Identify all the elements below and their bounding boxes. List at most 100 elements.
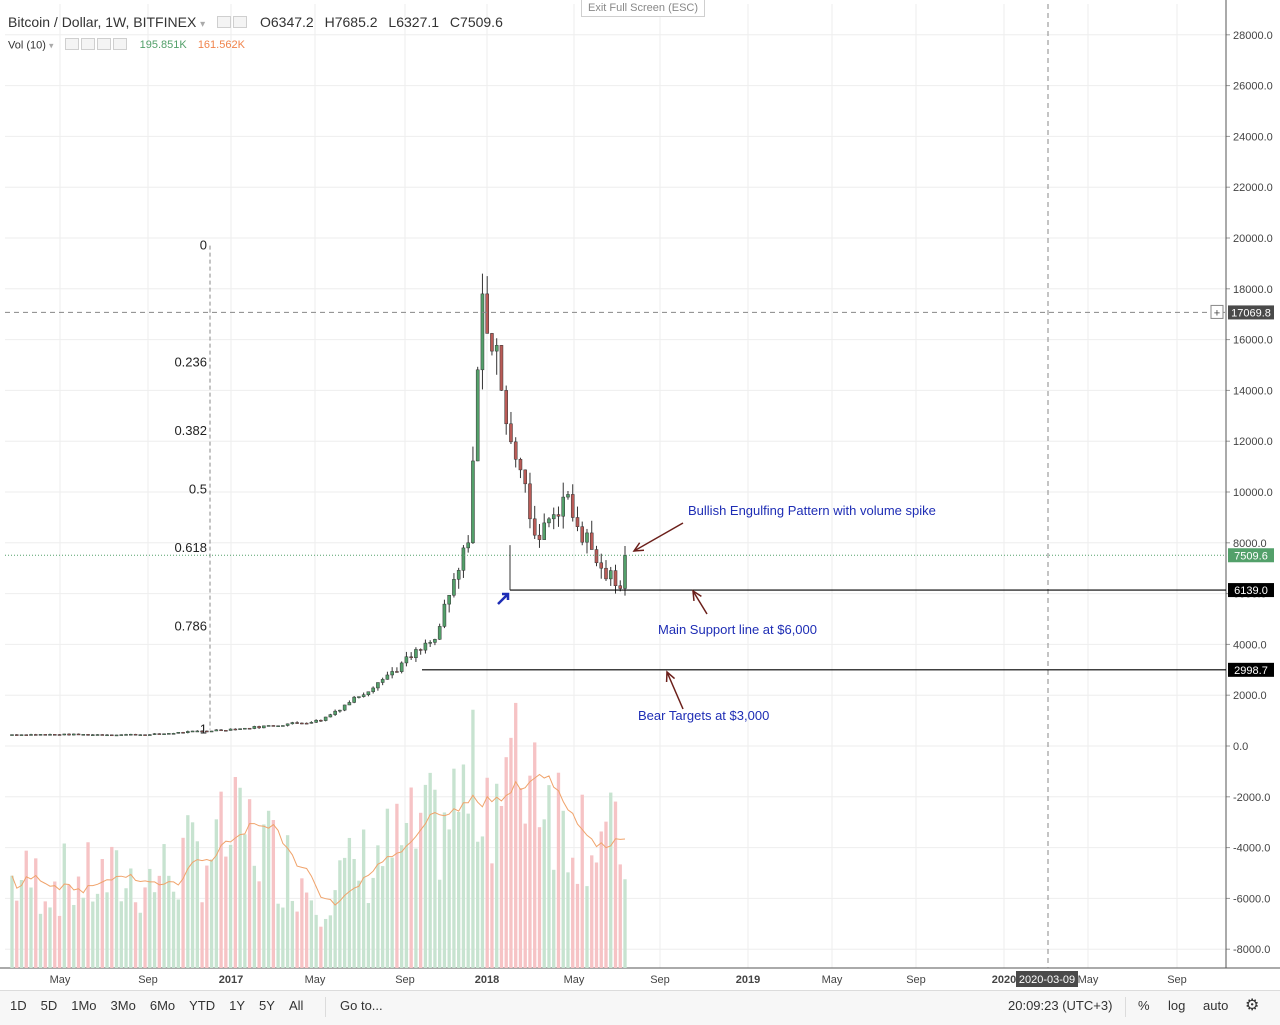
candle-body [38,734,43,736]
candle-body [138,734,143,736]
candle-body [623,555,627,589]
price-label-bear: 2998.7 [1234,665,1268,677]
close-icon[interactable] [112,38,127,50]
volume-bar [129,868,133,968]
chevron-down-icon[interactable]: ▾ [200,19,206,30]
volume-bar [471,709,475,968]
volume-bar [466,813,470,968]
timeframe-5d[interactable]: 5D [40,998,58,1013]
timeframe-1d[interactable]: 1D [10,998,27,1013]
timeframe-3mo[interactable]: 3Mo [110,998,136,1013]
candle-body [133,733,138,736]
x-tick-label: Sep [906,974,926,986]
candle-body [119,734,124,736]
volume-bar [419,812,423,968]
y-tick-label: 22000.0 [1233,182,1273,194]
candle-body [604,567,608,580]
price-label-support: 6139.0 [1234,585,1268,597]
timeframe-1y[interactable]: 1Y [229,998,246,1013]
candle-body [52,734,57,736]
volume-bar [395,803,399,968]
candle-body [423,642,428,651]
y-tick-label: 16000.0 [1233,335,1273,347]
candle-body [499,345,504,391]
x-tick-label: 2019 [736,974,760,986]
y-tick-label: 12000.0 [1233,436,1273,448]
settings-icon[interactable] [233,16,248,29]
arrow-bullish-head [632,542,645,552]
candle-body [143,734,147,736]
volume-bar [528,775,532,968]
x-tick-label: Sep [650,974,670,986]
candle-body [95,734,100,736]
clock-display[interactable]: 20:09:23 (UTC+3) [1008,998,1113,1013]
volume-bar [143,887,147,968]
volume-bar [238,787,242,968]
fib-level-label: 0.618 [174,540,207,555]
timeframe-ytd[interactable]: YTD [189,998,216,1013]
auto-scale-button[interactable]: auto [1203,998,1229,1013]
x-cursor-label: 2020-03-09 [1019,974,1075,986]
volume-bar [380,866,385,968]
bottom-toolbar: 1D 5D 1Mo 3Mo 6Mo YTD 1Y 5Y All Go to... 20:09:2… [0,990,1280,1025]
volume-bar [257,881,261,968]
candle-body [148,734,152,736]
candle-body [129,733,133,736]
candle-body [124,734,128,736]
eye-icon[interactable] [217,16,232,29]
settings-icon[interactable] [80,38,95,50]
candle-body [252,726,257,729]
volume-bar [171,891,176,968]
exit-fullscreen-button[interactable]: Exit Full Screen (ESC) [581,0,705,17]
timeframe-all[interactable]: All [288,998,304,1013]
candle-body [409,656,413,659]
candle-body [176,732,181,734]
chevron-down-icon[interactable]: ▾ [48,40,54,51]
timeframe-1mo[interactable]: 1Mo [71,998,97,1013]
volume-bar [476,841,480,968]
plus-icon[interactable] [96,38,111,50]
plus-icon[interactable] [1210,304,1224,319]
candle-body [228,728,233,731]
timeframe-6mo[interactable]: 6Mo [149,998,176,1013]
volume-bar [300,878,304,968]
candle-body [357,696,361,698]
percent-scale-button[interactable]: % [1138,998,1150,1013]
y-tick-label: 2000.0 [1233,690,1267,702]
log-scale-button[interactable]: log [1168,998,1186,1013]
volume-bar [43,901,47,968]
candle-body [110,734,114,737]
candle-body [323,716,328,721]
volume-label[interactable]: Vol (10) [8,39,46,52]
candle-body [532,518,537,536]
timeframe-5y[interactable]: 5Y [259,998,275,1013]
goto-button[interactable]: Go to... [340,998,383,1013]
symbol-title[interactable]: Bitcoin / Dollar, 1W, BITFINEX [8,14,197,30]
candle-body [29,734,33,736]
candle-body [537,534,542,540]
volume-bar [53,881,57,968]
price-label-crosshair: 17069.8 [1231,307,1271,319]
timeframe-buttons: 1D 5D 1Mo 3Mo 6Mo YTD 1Y 5Y All [10,998,317,1013]
volume-bar [38,913,43,968]
candle-body [414,649,418,659]
candle-body [366,691,371,696]
volume-bar [433,789,437,968]
volume-bar [95,893,100,968]
candle-body [352,696,356,703]
volume-bar [409,787,413,968]
volume-bar [295,911,299,968]
volume-bar [152,892,157,968]
high-value: H7685.2 [324,14,378,30]
gear-icon[interactable]: ⚙ [1245,997,1260,1014]
y-tick-label: -8000.0 [1233,944,1270,956]
candle-body [300,722,304,725]
volume-bar [309,900,314,968]
candle-body [452,579,456,596]
candle-body [219,729,223,732]
volume-bar [604,821,608,968]
volume-bar [338,860,342,968]
x-tick-label: May [564,974,585,986]
eye-icon[interactable] [64,38,79,50]
